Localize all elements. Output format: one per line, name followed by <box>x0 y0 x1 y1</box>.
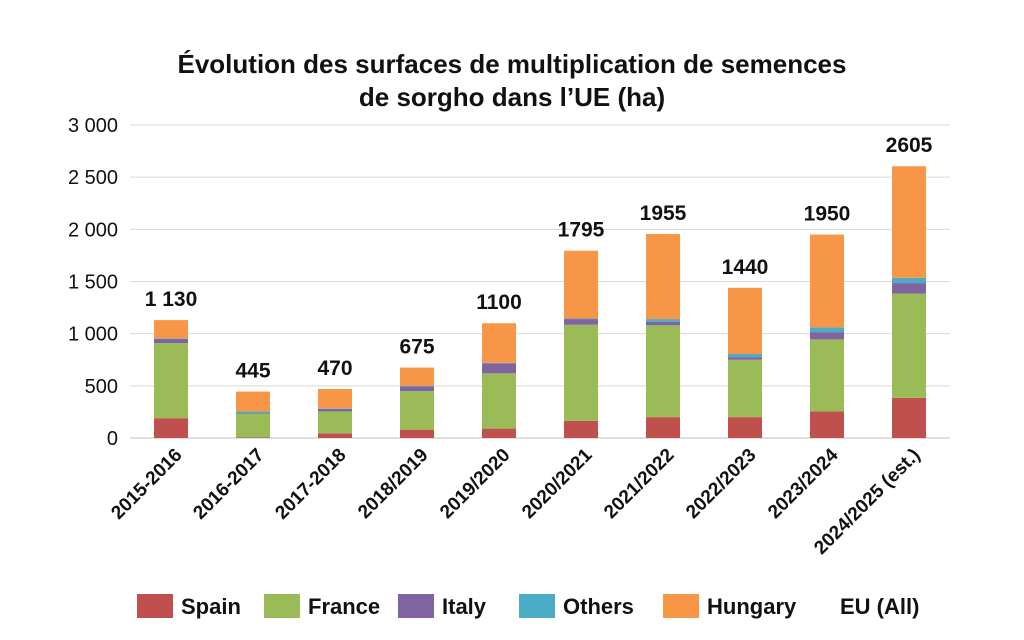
bar-segment-italy <box>482 363 516 374</box>
legend: Spain France Italy Others Hungary EU (All) <box>137 594 919 619</box>
x-tick-label: 2021/2022 <box>600 445 678 523</box>
bar-segment-france <box>400 391 434 430</box>
bar-segment-others <box>236 411 270 413</box>
chart-title-line-2: de sorgho dans l’UE (ha) <box>359 82 665 112</box>
y-axis: 0 500 1 000 1 500 2 000 2 500 3 000 <box>68 115 118 450</box>
total-label: 2605 <box>886 134 933 157</box>
bar-segment-hungary <box>236 391 270 412</box>
bar-segment-hungary <box>728 287 762 355</box>
bar-segment-france <box>728 359 762 418</box>
bar-segment-hungary <box>154 320 188 339</box>
bar-segment-france <box>482 373 516 429</box>
y-tick-label: 1 000 <box>68 324 118 346</box>
bars <box>154 166 926 438</box>
chart-title-line-1: Évolution des surfaces de multiplication… <box>178 49 847 79</box>
total-label: 445 <box>235 360 270 383</box>
bar-segment-italy <box>892 283 926 294</box>
bar-segment-spain <box>154 418 188 438</box>
gridlines <box>130 124 950 439</box>
total-labels: 1 130 445 470 675 1100 1795 1955 1440 1950 2605 <box>145 134 933 382</box>
bar-segment-italy <box>236 412 270 414</box>
legend-label-total: EU (All) <box>840 594 919 619</box>
bar-segment-italy <box>810 332 844 340</box>
bar-segment-italy <box>318 408 352 412</box>
x-tick-label: 2022/2023 <box>682 445 760 523</box>
bar-segment-spain <box>892 397 926 438</box>
bar-segment-italy <box>646 321 680 326</box>
bar-segment-france <box>646 325 680 418</box>
legend-label: Spain <box>181 594 241 619</box>
bar-segment-others <box>318 408 352 409</box>
total-label: 1950 <box>804 203 851 226</box>
y-tick-label: 0 <box>107 428 118 450</box>
bar-segment-hungary <box>564 250 598 319</box>
x-tick-label: 2015-2016 <box>107 445 186 524</box>
bar-segment-hungary <box>482 323 516 363</box>
bar-segment-italy <box>728 357 762 360</box>
total-label: 1795 <box>558 219 605 242</box>
bar-segment-spain <box>646 417 680 438</box>
total-label: 1100 <box>476 291 522 314</box>
legend-label: Hungary <box>707 594 797 619</box>
bar-segment-france <box>564 324 598 421</box>
x-tick-label: 2016-2017 <box>189 445 268 524</box>
y-tick-label: 1 500 <box>68 272 118 294</box>
bar-segment-others <box>400 385 434 387</box>
bar-segment-spain <box>810 411 844 438</box>
bar-segment-italy <box>400 386 434 392</box>
bar-segment-others <box>892 277 926 284</box>
bar-segment-spain <box>728 417 762 438</box>
y-tick-label: 2 000 <box>68 219 118 241</box>
x-tick-label: 2023/2024 <box>764 444 843 523</box>
legend-label: Others <box>563 594 634 619</box>
legend-swatch-hungary <box>663 594 699 618</box>
bar-segment-hungary <box>892 166 926 278</box>
bar-segment-spain <box>236 437 270 438</box>
legend-swatch-others <box>519 594 555 618</box>
bar-segment-others <box>154 338 188 339</box>
bar-segment-france <box>154 343 188 419</box>
legend-swatch-spain <box>137 594 173 618</box>
legend-label: France <box>308 594 380 619</box>
total-label: 675 <box>399 336 434 359</box>
total-label: 1440 <box>722 256 769 279</box>
bar-segment-france <box>318 411 352 434</box>
bar-segment-france <box>810 339 844 412</box>
total-label: 1955 <box>640 202 687 225</box>
legend-label: Italy <box>442 594 487 619</box>
bar-segment-italy <box>154 338 188 344</box>
bar-segment-italy <box>564 319 598 325</box>
x-tick-label: 2018/2019 <box>354 445 432 523</box>
y-tick-label: 2 500 <box>68 167 118 189</box>
total-label: 1 130 <box>145 288 198 311</box>
x-tick-label: 2019/2020 <box>436 445 514 523</box>
bar-segment-spain <box>564 420 598 438</box>
bar-segment-others <box>482 362 516 364</box>
bar-segment-spain <box>318 433 352 438</box>
total-label: 470 <box>317 357 352 380</box>
bar-segment-others <box>728 354 762 358</box>
legend-swatch-france <box>264 594 300 618</box>
legend-swatch-italy <box>398 594 434 618</box>
x-tick-label: 2020/2021 <box>518 444 597 523</box>
bar-segment-spain <box>482 428 516 438</box>
bar-segment-france <box>892 293 926 398</box>
bar-segment-spain <box>400 429 434 438</box>
x-axis: 2015-2016 2016-2017 2017-2018 2018/2019 2019… <box>107 444 924 558</box>
bar-segment-others <box>564 318 598 320</box>
y-tick-label: 500 <box>85 376 118 398</box>
x-tick-label: 2017-2018 <box>271 445 350 524</box>
bar-segment-france <box>236 413 270 438</box>
bar-segment-others <box>646 319 680 322</box>
bar-segment-hungary <box>400 367 434 386</box>
y-tick-label: 3 000 <box>68 115 118 137</box>
bar-segment-others <box>810 327 844 333</box>
bar-segment-hungary <box>318 388 352 409</box>
bar-segment-hungary <box>646 234 680 320</box>
bar-segment-hungary <box>810 234 844 328</box>
